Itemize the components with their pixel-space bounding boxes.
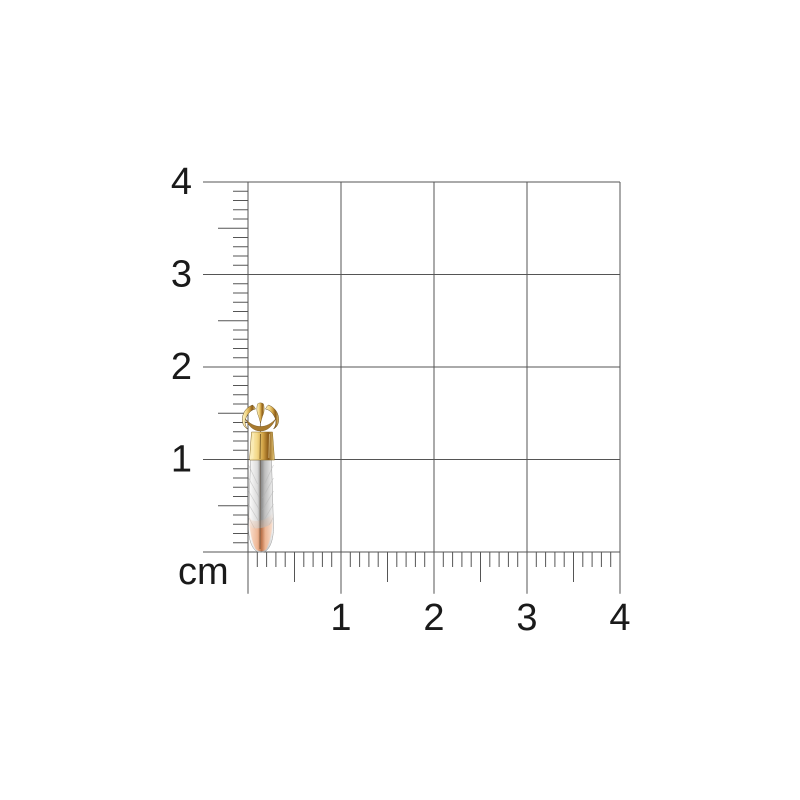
svg-text:3: 3	[171, 254, 192, 296]
svg-text:3: 3	[516, 597, 537, 639]
svg-text:2: 2	[171, 346, 192, 388]
svg-text:4: 4	[609, 597, 630, 639]
svg-text:2: 2	[423, 597, 444, 639]
svg-text:1: 1	[171, 439, 192, 481]
svg-text:1: 1	[330, 597, 351, 639]
svg-text:cm: cm	[178, 551, 229, 593]
svg-text:4: 4	[171, 161, 192, 203]
